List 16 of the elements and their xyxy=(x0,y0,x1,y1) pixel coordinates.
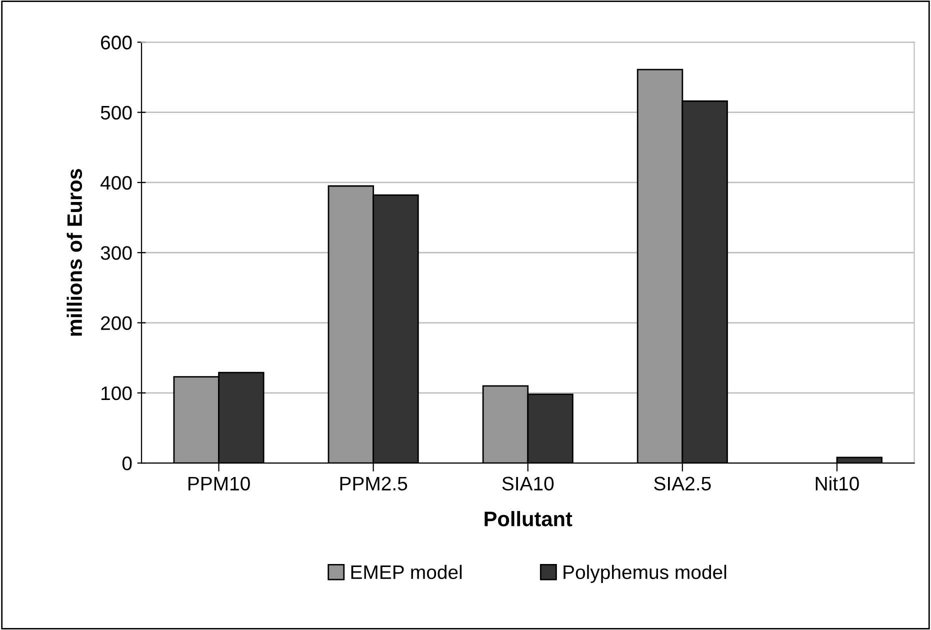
x-tick-label: PPM2.5 xyxy=(340,476,408,491)
legend-label: Polyphemus model xyxy=(564,564,726,583)
x-tick-label: Nit10 xyxy=(816,476,859,491)
y-tick-label: 600 xyxy=(101,36,132,50)
y-tick-label: 300 xyxy=(100,246,132,260)
y-tick-label: 100 xyxy=(102,386,132,400)
x-tick-label: PPM10 xyxy=(188,476,250,491)
y-tick-label: 0 xyxy=(122,456,132,470)
x-tick-label: SIA2.5 xyxy=(654,476,711,491)
x-axis-title: Pollutant xyxy=(484,511,572,526)
y-tick-label: 200 xyxy=(101,316,132,330)
y-tick-label: 400 xyxy=(100,176,132,190)
x-tick-label: SIA10 xyxy=(502,476,554,491)
legend-label: EMEP model xyxy=(351,564,462,580)
y-axis-title: millions of Euros xyxy=(66,168,82,336)
y-tick-label: 500 xyxy=(100,106,132,120)
